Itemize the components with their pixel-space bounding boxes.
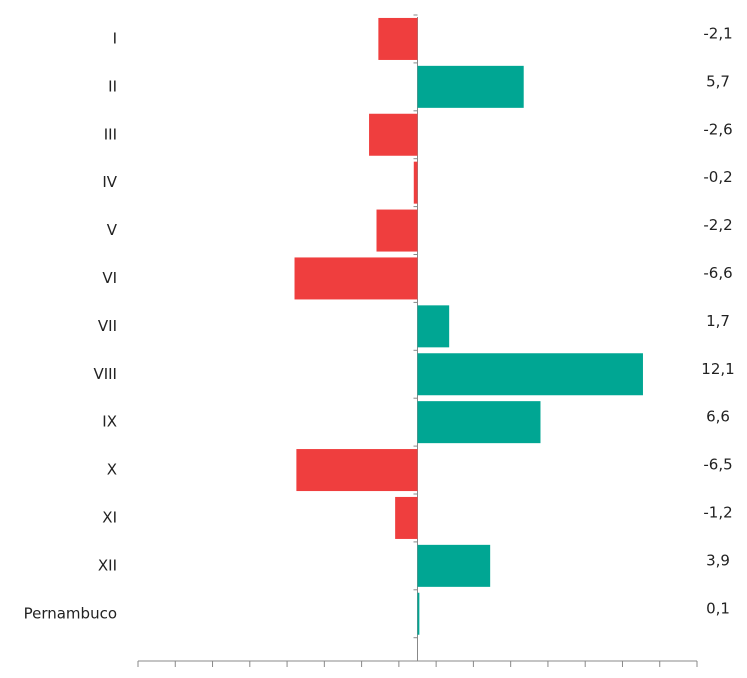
- value-label: -2,1: [703, 24, 732, 42]
- bar: [417, 353, 643, 396]
- y-tick-label: III: [104, 125, 117, 143]
- bar: [294, 257, 418, 300]
- y-tick-label: V: [107, 221, 118, 239]
- y-tick-label: I: [113, 29, 117, 47]
- value-label: 3,9: [706, 551, 730, 569]
- value-label: 5,7: [706, 72, 730, 90]
- bar: [417, 305, 450, 348]
- value-label: 12,1: [701, 360, 734, 378]
- bar: [413, 161, 418, 204]
- y-tick-label: XI: [102, 508, 117, 526]
- y-tick-label: II: [108, 77, 117, 95]
- y-tick-label: VI: [102, 269, 117, 287]
- value-label: -0,2: [703, 168, 732, 186]
- bar: [378, 17, 418, 60]
- y-tick-label: VIII: [93, 365, 117, 383]
- bar: [376, 209, 418, 252]
- y-tick-label: XII: [98, 556, 117, 574]
- value-label: -2,6: [703, 120, 732, 138]
- value-label: 6,6: [706, 408, 730, 426]
- value-label: -1,2: [703, 503, 732, 521]
- value-label: 1,7: [706, 312, 730, 330]
- value-label: -6,5: [703, 456, 732, 474]
- y-tick-label: X: [107, 461, 117, 479]
- y-tick-label: Pernambuco: [24, 604, 117, 622]
- bar: [417, 65, 524, 108]
- value-label: -6,6: [703, 264, 732, 282]
- y-tick-label: IV: [102, 173, 117, 191]
- bar: [417, 592, 420, 635]
- y-tick-label: VII: [98, 317, 117, 335]
- bar: [369, 113, 418, 156]
- bar: [395, 496, 418, 539]
- bar: [417, 544, 491, 587]
- value-label: 0,1: [706, 599, 730, 617]
- bar: [296, 449, 418, 492]
- bar: [417, 401, 541, 444]
- y-tick-label: IX: [102, 413, 117, 431]
- value-label: -2,2: [703, 216, 732, 234]
